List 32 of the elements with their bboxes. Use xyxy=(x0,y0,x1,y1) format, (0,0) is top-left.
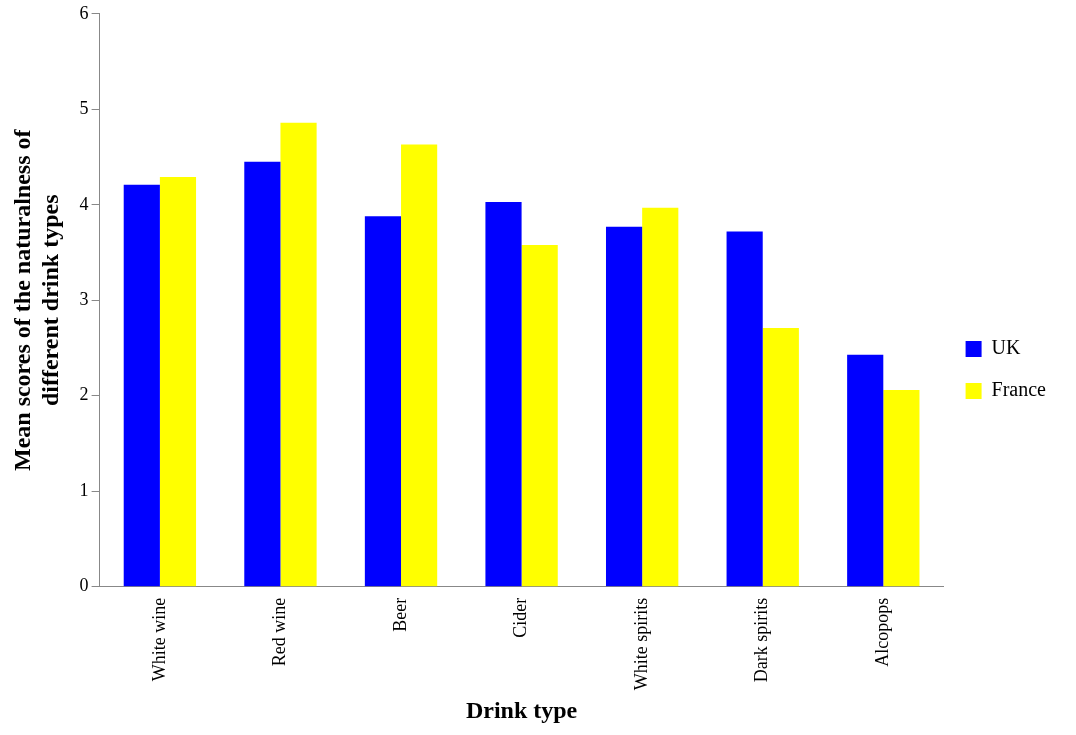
y-tick-label: 0 xyxy=(79,575,89,596)
y-tick-label: 6 xyxy=(79,2,89,23)
bar xyxy=(159,177,197,587)
x-tick-label: Red wine xyxy=(269,597,290,667)
y-tick-label: 5 xyxy=(79,98,89,119)
bar xyxy=(244,161,281,587)
bar xyxy=(642,207,679,587)
bar xyxy=(123,184,160,587)
y-tick-label: 1 xyxy=(79,479,89,500)
bar xyxy=(485,201,522,587)
bar xyxy=(726,231,763,587)
x-tick-label: Alcopops xyxy=(872,597,893,667)
y-tick-label: 2 xyxy=(79,384,89,405)
y-tick-label: 4 xyxy=(79,193,89,214)
x-tick-label: White spirits xyxy=(630,597,651,691)
y-axis-title: Mean scores of the naturalness of different drink types xyxy=(8,128,64,472)
bar xyxy=(280,122,317,587)
x-tick-label: Beer xyxy=(389,597,410,632)
bar xyxy=(364,216,402,587)
x-tick-label: Dark spirits xyxy=(751,597,772,683)
x-tick-label: Cider xyxy=(510,597,531,638)
bar xyxy=(401,144,438,587)
bar xyxy=(883,390,920,587)
x-tick-label: White wine xyxy=(148,597,169,682)
bar xyxy=(605,226,643,587)
bar xyxy=(847,354,884,587)
y-tick-label: 3 xyxy=(79,288,89,309)
legend-label: UK xyxy=(991,336,1022,359)
bar xyxy=(762,327,799,587)
bar xyxy=(521,244,558,587)
legend-label: France xyxy=(991,378,1047,401)
x-axis-title: Drink type xyxy=(465,696,578,723)
